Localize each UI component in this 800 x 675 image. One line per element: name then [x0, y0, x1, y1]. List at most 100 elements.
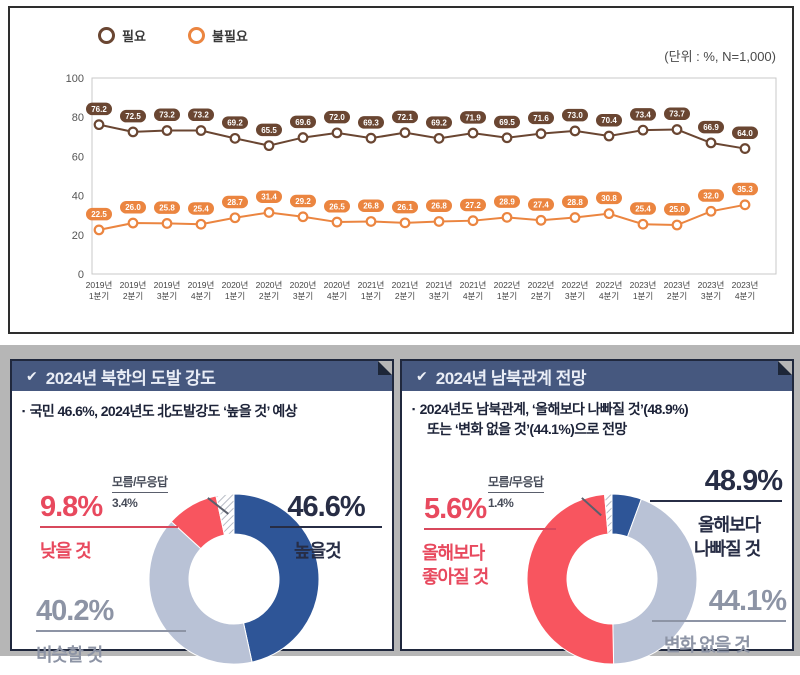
data-marker — [263, 140, 275, 152]
data-marker — [501, 211, 513, 223]
x-axis-label: 2020년 2분기 — [256, 280, 283, 301]
data-label-pill — [460, 198, 486, 212]
data-label: 27.4 — [533, 200, 549, 209]
data-label-pill — [664, 107, 690, 121]
data-label-pill — [188, 108, 214, 122]
data-label-pill — [528, 198, 554, 211]
data-label: 73.2 — [193, 111, 209, 120]
data-label: 73.0 — [567, 111, 583, 120]
panel-relations-bullet-line1: ▪ 2024년도 남북관계, ‘올해보다 나빠질 것’(48.9%) — [412, 401, 689, 417]
data-label-pill — [358, 199, 384, 212]
legend-item-unnecessary: 불필요 — [188, 26, 248, 45]
data-label-pill — [290, 115, 316, 129]
data-label-pill — [460, 111, 486, 124]
data-label: 69.6 — [295, 118, 311, 127]
data-label-pill — [120, 109, 146, 123]
data-label: 72.1 — [397, 113, 413, 122]
data-marker — [331, 127, 343, 139]
data-label-pill — [324, 110, 350, 124]
data-marker — [671, 124, 683, 135]
data-label: 73.7 — [669, 110, 685, 119]
data-label: 25.0 — [669, 205, 685, 214]
data-label: 26.8 — [431, 202, 447, 211]
data-label: 29.2 — [295, 197, 311, 206]
callout-worse-pct: 48.9% — [650, 467, 783, 502]
legend-label-unnecessary: 불필요 — [212, 29, 248, 44]
data-marker — [195, 125, 207, 136]
data-marker — [467, 215, 479, 227]
data-label: 25.4 — [635, 204, 651, 213]
check-icon: ✔ — [416, 367, 428, 384]
panel-provocation-body: ▪ 국민 46.6%, 2024년도 北도발강도 ‘높을 것’ 예상 모름/무응답… — [12, 391, 392, 665]
data-label-pill — [188, 202, 214, 215]
data-marker — [433, 216, 445, 227]
data-marker — [569, 125, 581, 137]
y-axis-tick: 40 — [72, 191, 84, 203]
data-label: 69.2 — [431, 119, 447, 128]
data-label: 28.9 — [499, 198, 515, 207]
x-axis-label: 2019년 4분기 — [188, 280, 215, 301]
data-label: 26.5 — [329, 202, 345, 211]
data-label: 31.4 — [261, 193, 277, 202]
data-label-pill — [86, 102, 112, 116]
data-label-pill — [562, 195, 588, 209]
data-marker — [161, 125, 173, 136]
data-label-pill — [528, 111, 554, 125]
data-label-pill — [698, 189, 724, 202]
data-label-pill — [86, 207, 112, 221]
data-label-pill — [222, 116, 248, 129]
data-marker — [365, 132, 377, 144]
data-label: 32.0 — [703, 191, 719, 200]
panel-provocation: ✔ 2024년 북한의 도발 강도 ▪ 국민 46.6%, 2024년도 北도발강… — [10, 359, 394, 665]
callout-nochange-label: 변화 없을 것 — [664, 635, 751, 655]
x-axis-label: 2021년 3분기 — [426, 280, 453, 301]
trend-chart-panel: 필요 불필요 (단위 : %, N=1,000) 100 80 60 40 20 0 201… — [8, 6, 794, 334]
data-label: 25.4 — [193, 204, 209, 213]
panel-relations-body: ▪ 2024년도 남북관계, ‘올해보다 나빠질 것’(48.9%) 또는 ‘변화… — [402, 391, 792, 665]
x-axis-label: 2021년 4분기 — [460, 280, 487, 301]
data-marker — [331, 216, 343, 228]
data-label-pill — [358, 116, 384, 129]
panel-relations-title: 2024년 남북관계 전망 — [435, 368, 587, 388]
data-label: 22.5 — [91, 210, 107, 219]
data-marker — [297, 211, 309, 223]
data-label: 27.2 — [465, 201, 481, 210]
data-label: 72.5 — [125, 112, 141, 121]
data-label-pill — [494, 195, 520, 208]
x-axis-label: 2019년 2분기 — [120, 280, 147, 301]
data-label-pill — [426, 116, 452, 129]
x-axis-label: 2019년 1분기 — [86, 280, 113, 301]
x-axis-label: 2021년 1분기 — [358, 280, 385, 301]
survey-figure: { "top_chart": { "legend": [ {"label": "… — [0, 6, 800, 665]
provocation-donut-chart — [148, 493, 320, 665]
data-label: 28.8 — [567, 198, 583, 207]
data-marker — [739, 143, 751, 154]
data-label: 26.1 — [397, 203, 413, 212]
data-label-pill — [562, 108, 588, 122]
data-label: 26.8 — [363, 202, 379, 211]
data-label-pill — [426, 199, 452, 212]
data-marker — [365, 216, 377, 227]
data-label: 69.5 — [499, 118, 515, 127]
data-label-pill — [392, 110, 418, 124]
panel-relations: ✔ 2024년 남북관계 전망 ▪ 2024년도 남북관계, ‘올해보다 나빠질 … — [400, 359, 794, 665]
data-label: 30.8 — [601, 194, 617, 203]
data-label: 35.3 — [737, 185, 753, 194]
data-marker — [433, 132, 445, 144]
callout-better-label-line1: 올해보다 — [422, 543, 485, 563]
x-axis-label: 2022년 1분기 — [494, 280, 521, 301]
x-axis-label: 2020년 1분기 — [222, 280, 249, 301]
data-label-pill — [664, 203, 690, 216]
callout-similar-label: 비슷할 것 — [36, 645, 103, 665]
chart-legend: 필요 불필요 (단위 : %, N=1,000) — [10, 26, 792, 64]
data-marker — [535, 128, 547, 140]
legend-label-necessary: 필요 — [122, 29, 146, 44]
unnecessary-series-marker-icon — [188, 27, 205, 44]
x-axis-label: 2020년 4분기 — [324, 280, 351, 301]
data-marker — [637, 218, 649, 230]
data-label: 28.7 — [227, 198, 243, 207]
bullet-icon: ▪ — [22, 406, 25, 416]
data-marker — [569, 212, 581, 223]
data-label-pill — [392, 200, 418, 214]
series-line — [98, 203, 746, 231]
